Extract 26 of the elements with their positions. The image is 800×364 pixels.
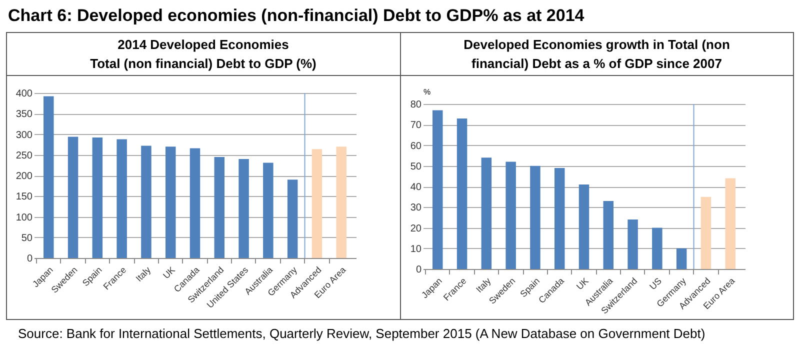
source-note: Source: Bank for International Settlements, Quarterly Review, September 2015 (A New Database on Government Debt) <box>18 326 706 341</box>
y-tick-label: 250 <box>16 150 33 162</box>
y-tick-label: 80 <box>410 100 422 110</box>
chart-subtitle: 2014 Developed Economies Total (non financial) Debt to GDP (%) <box>7 33 400 76</box>
y-tick-label: 350 <box>16 109 33 120</box>
y-tick-label: 100 <box>16 212 33 224</box>
y-tick-label: 60 <box>410 140 422 152</box>
y-tick-label: 40 <box>410 182 422 193</box>
y-tick-label: 150 <box>16 192 33 203</box>
y-tick-label: 300 <box>16 130 33 141</box>
chart-title: Chart 6: Developed economies (non-financial) Debt to GDP% as at 2014 <box>7 5 586 27</box>
y-tick-label: 10 <box>410 244 422 255</box>
y-tick-label: 50 <box>21 232 33 244</box>
y-tick-label: 20 <box>410 223 422 234</box>
x-tick-label: Italy <box>134 264 153 284</box>
y-tick-label: 0 <box>26 254 33 264</box>
y-tick-label: 200 <box>16 171 33 182</box>
chart-subtitle: Developed Economies growth in Total (non financial) Debt as a % of GDP since 2007 <box>400 33 793 76</box>
x-tick-label: UK <box>161 264 177 281</box>
y-tick-label: 400 <box>16 88 33 100</box>
x-tick-label: Italy <box>474 275 493 295</box>
y-tick-label: 70 <box>410 120 422 132</box>
y-axis-title: % <box>423 88 430 96</box>
y-tick-label: 0 <box>415 264 422 276</box>
y-tick-label: 30 <box>410 202 422 214</box>
y-tick-label: 50 <box>410 161 422 172</box>
